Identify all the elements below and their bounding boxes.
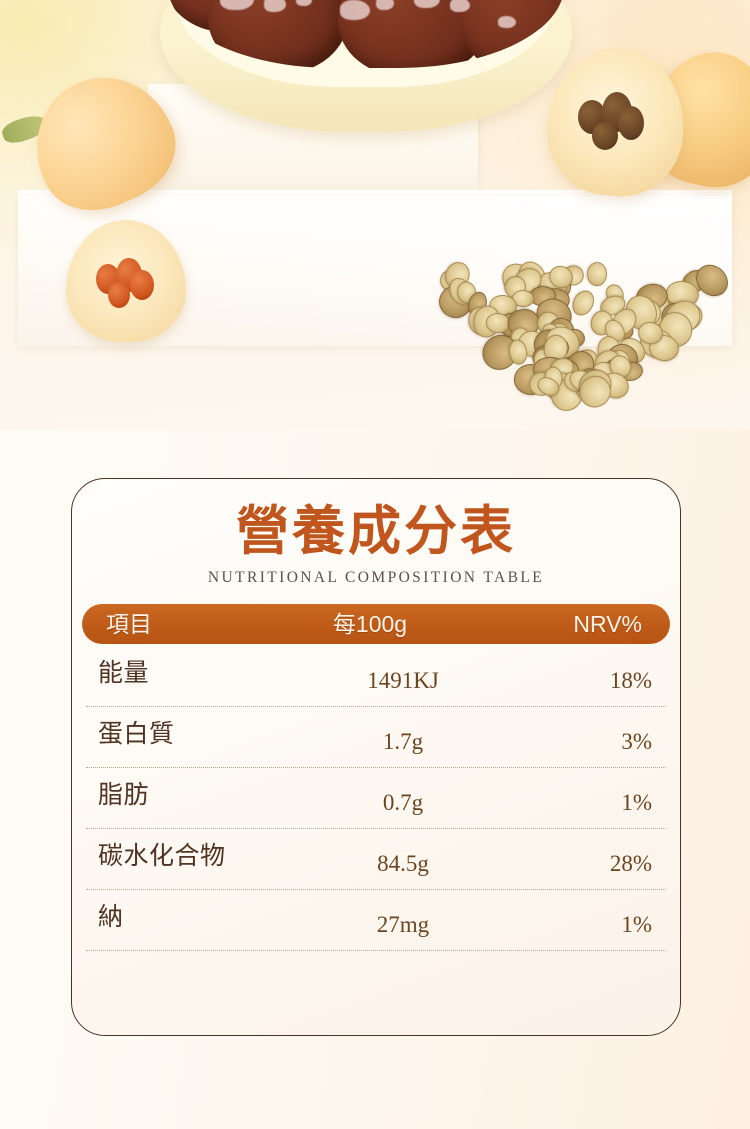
loquat-seed xyxy=(108,282,130,308)
nutrient-nrv: 1% xyxy=(621,912,652,938)
column-header-per100g: 每100g xyxy=(332,611,408,638)
sugar-crystal xyxy=(376,0,394,10)
sugar-crystal xyxy=(340,0,370,20)
sugar-crystal xyxy=(498,16,516,28)
licorice-slice xyxy=(586,261,608,287)
nutrient-label: 碳水化合物 xyxy=(98,842,226,871)
column-header-nrv: NRV% xyxy=(573,611,642,638)
loquat-seed xyxy=(618,106,644,140)
table-row: 脂肪 0.7g 1% xyxy=(86,768,666,830)
nutrient-nrv: 1% xyxy=(621,790,652,816)
page-subtitle: NUTRITIONAL COMPOSITION TABLE xyxy=(207,569,545,587)
sugar-crystal xyxy=(296,0,312,6)
table-row: 蛋白質 1.7g 3% xyxy=(86,707,666,769)
preserved-plum xyxy=(460,0,564,68)
nutrient-value: 1.7g xyxy=(382,729,424,755)
nutrient-nrv: 28% xyxy=(609,851,652,877)
sugar-crystal xyxy=(414,0,440,8)
nutrient-value: 0.7g xyxy=(382,790,424,816)
nutrient-value: 27mg xyxy=(376,912,430,938)
loquat-seeds-left xyxy=(96,258,154,308)
preserved-plums xyxy=(168,0,564,68)
nutrient-nrv: 3% xyxy=(621,729,652,755)
nutrient-label: 蛋白質 xyxy=(98,720,175,749)
loquat-seed xyxy=(130,270,154,300)
nutrition-card: 營養成分表 NUTRITIONAL COMPOSITION TABLE 項目 每… xyxy=(71,478,681,1036)
loquat-seeds-right xyxy=(578,92,644,150)
licorice-root-slices xyxy=(406,252,735,418)
table-row: 納 27mg 1% xyxy=(86,890,666,952)
loquat-seed xyxy=(592,122,618,150)
sugar-crystal xyxy=(450,0,470,12)
nutrition-table-body: 能量 1491KJ 18% 蛋白質 1.7g 3% 脂肪 0.7g 1% 碳水化合物 84.5g 28… xyxy=(86,644,666,952)
sugar-crystal xyxy=(220,0,254,10)
sugar-crystal xyxy=(264,0,286,12)
nutrient-value: 1491KJ xyxy=(367,668,439,694)
table-row: 碳水化合物 84.5g 28% xyxy=(86,829,666,891)
page-title: 營養成分表 xyxy=(236,503,516,561)
table-header-bar: 項目 每100g NRV% xyxy=(82,604,670,645)
table-row: 能量 1491KJ 18% xyxy=(86,646,666,708)
nutrient-label: 能量 xyxy=(98,659,150,688)
nutrient-nrv: 18% xyxy=(609,668,652,694)
nutrient-label: 脂肪 xyxy=(98,781,150,810)
column-header-item: 項目 xyxy=(106,611,152,638)
product-photo xyxy=(0,0,750,430)
nutrient-value: 84.5g xyxy=(377,851,429,877)
nutrient-label: 納 xyxy=(98,903,124,932)
